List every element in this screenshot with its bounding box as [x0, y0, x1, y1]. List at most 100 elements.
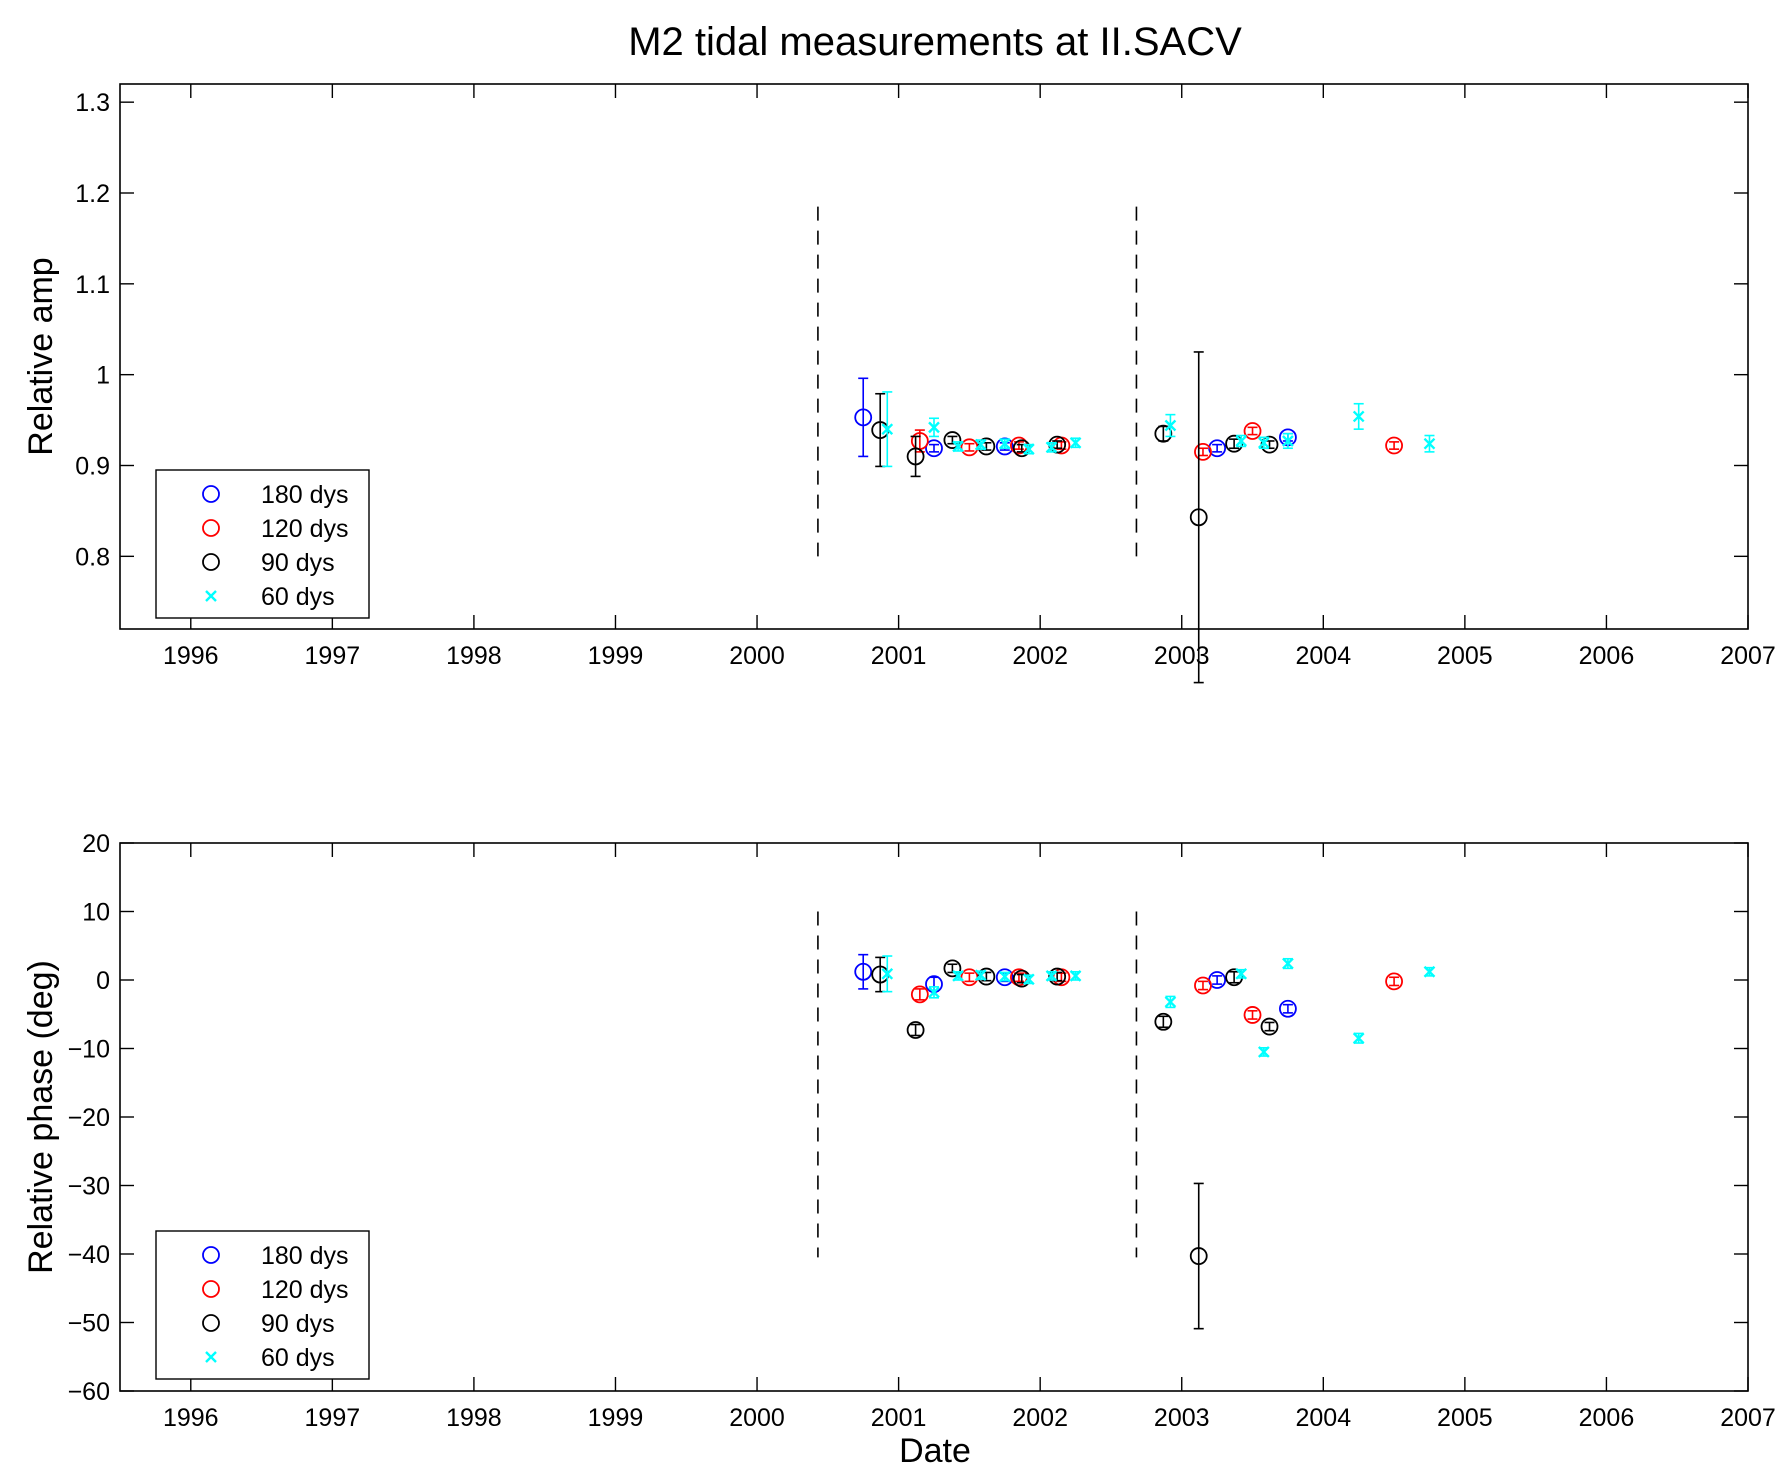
y-tick-label: −20	[68, 1104, 110, 1132]
data-point	[943, 959, 962, 978]
data-point	[943, 431, 962, 449]
data-point	[1189, 508, 1208, 527]
legend-marker	[205, 590, 217, 602]
x-tick-label: 2007	[1720, 1404, 1776, 1432]
legend: 180 dys 120 dys 90 dys 60 dys	[155, 1230, 370, 1380]
amplitude-panel: 1996 1997 1998 1999 2000 2001 2002 2003 2004 2005…	[22, 83, 1776, 684]
x-tick-label: 1996	[163, 1404, 219, 1432]
data-point	[1243, 422, 1262, 440]
legend-marker	[202, 1314, 220, 1332]
legend-label: 60 dys	[261, 583, 335, 611]
data-point	[881, 423, 894, 436]
data-point	[910, 985, 929, 1004]
x-tick-label: 2002	[1012, 1404, 1068, 1432]
data-point	[952, 970, 964, 982]
legend-marker	[202, 1280, 220, 1298]
x-axis-label: Date	[899, 1432, 971, 1470]
x-tick-label: 2005	[1437, 1404, 1493, 1432]
x-tick-label: 2006	[1579, 642, 1635, 670]
y-tick-label: −60	[68, 1378, 110, 1406]
data-point	[1154, 1012, 1173, 1031]
data-point	[1069, 970, 1082, 982]
x-tick-label: 2003	[1154, 642, 1210, 670]
data-point	[881, 967, 894, 980]
x-tick-label: 1998	[446, 642, 502, 670]
y-tick-label: −30	[68, 1173, 110, 1201]
x-tick-label: 2000	[729, 1404, 785, 1432]
legend-marker	[202, 1246, 220, 1264]
data-point	[925, 439, 943, 458]
data-point	[928, 986, 940, 999]
data-point	[1385, 972, 1403, 991]
x-tick-label: 1999	[588, 1404, 644, 1432]
data-point	[1282, 435, 1294, 447]
data-point	[1243, 1006, 1262, 1024]
legend-label: 120 dys	[261, 1276, 349, 1304]
data-point	[1194, 976, 1212, 995]
data-point	[1385, 436, 1403, 455]
legend-marker	[205, 1351, 217, 1363]
y-tick-label: 0.9	[75, 453, 110, 481]
legend: 180 dys 120 dys 90 dys 60 dys	[155, 469, 370, 619]
x-tick-label: 1999	[588, 642, 644, 670]
data-point	[1045, 970, 1058, 982]
data-point	[906, 1021, 925, 1039]
data-point	[1258, 1046, 1270, 1058]
y-tick-label: 1	[96, 362, 110, 390]
x-tick-label: 1997	[305, 1404, 361, 1432]
data-point	[1010, 436, 1028, 455]
data-point	[1352, 410, 1365, 423]
y-tick-label: 1.1	[75, 271, 110, 299]
y-axis-label: Relative amp	[22, 257, 60, 455]
data-point	[1423, 437, 1436, 450]
y-tick-label: 0	[96, 967, 110, 995]
y-tick-label: 20	[82, 830, 110, 858]
data-point	[928, 421, 940, 434]
legend-label: 90 dys	[261, 549, 335, 577]
legend-box	[155, 469, 370, 619]
data-point	[998, 437, 1011, 450]
legend-label: 120 dys	[261, 515, 349, 543]
y-tick-label: 0.8	[75, 543, 110, 571]
legend-marker	[202, 485, 220, 503]
x-tick-label: 2002	[1012, 642, 1068, 670]
data-point	[995, 968, 1014, 987]
x-tick-label: 2005	[1437, 642, 1493, 670]
y-tick-label: 1.3	[75, 89, 110, 117]
x-tick-label: 2006	[1579, 1404, 1635, 1432]
data-point	[1189, 1247, 1208, 1265]
data-point	[952, 440, 964, 453]
plot-frame	[119, 83, 1749, 630]
data-point	[1282, 957, 1294, 970]
data-point	[998, 970, 1011, 983]
data-point	[1279, 999, 1297, 1018]
x-tick-label: 2004	[1295, 1404, 1351, 1432]
x-tick-label: 1996	[163, 642, 219, 670]
y-axis-label: Relative phase (deg)	[22, 960, 60, 1274]
x-tick-label: 2001	[871, 1404, 927, 1432]
data-point	[974, 969, 987, 982]
data-point	[854, 408, 873, 427]
data-point	[906, 447, 925, 466]
data-point	[1154, 424, 1173, 443]
x-tick-label: 2000	[729, 642, 785, 670]
data-point	[1069, 436, 1082, 449]
legend-label: 180 dys	[261, 481, 349, 509]
y-tick-label: 10	[82, 899, 110, 927]
x-tick-label: 2004	[1295, 642, 1351, 670]
data-point	[1045, 441, 1058, 454]
data-point	[1352, 1032, 1365, 1045]
x-tick-label: 2003	[1154, 1404, 1210, 1432]
y-tick-label: −10	[68, 1036, 110, 1064]
legend-label: 90 dys	[261, 1310, 335, 1338]
data-point	[1164, 419, 1177, 432]
data-point	[1194, 442, 1212, 461]
legend-marker	[202, 519, 220, 537]
data-point	[854, 962, 873, 981]
data-point	[1258, 436, 1270, 449]
data-point	[1260, 1017, 1279, 1036]
data-point	[1023, 973, 1035, 986]
data-point	[1235, 967, 1248, 980]
y-tick-label: −50	[68, 1310, 110, 1338]
